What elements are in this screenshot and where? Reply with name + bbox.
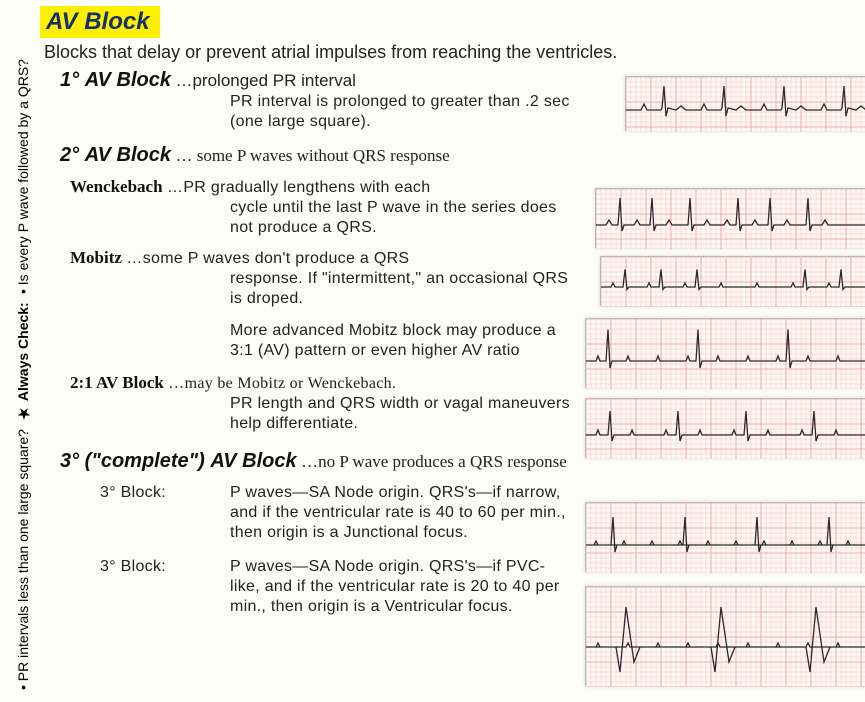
second-degree-sub: … some P waves without QRS response — [175, 146, 449, 165]
third-degree-sub: …no P wave produces a QRS response — [301, 452, 567, 471]
ecg-strip-third1 — [585, 502, 865, 572]
sidebar-heading: ★ Always Check: — [15, 302, 31, 421]
intro-text: Blocks that delay or prevent atrial impu… — [44, 42, 857, 63]
first-degree-desc: PR interval is prolonged to greater than… — [230, 92, 590, 132]
two-one-label: 2:1 AV Block — [70, 373, 164, 392]
ecg-strip-third2 — [585, 586, 865, 686]
third-row1-desc: P waves—SA Node origin. QRS's—if narrow,… — [230, 483, 570, 543]
mobitz-label: Mobitz — [70, 248, 122, 267]
mobitz-desc1a: …some P waves don't produce a QRS — [126, 250, 409, 267]
two-one-desc-a: …may be Mobitz or Wenckebach. — [168, 375, 396, 392]
ecg-strip-mobitz1 — [600, 256, 865, 306]
sidebar-line1: • PR intervals less than one large squar… — [15, 429, 31, 690]
two-one-desc-b: PR length and QRS width or vagal maneuve… — [230, 394, 590, 434]
ecg-strip-first — [625, 76, 865, 131]
mobitz-desc1b: response. If "intermittent," an occasion… — [230, 269, 570, 309]
wenckebach-desc: …PR gradually lengthens with each — [167, 179, 430, 196]
wenckebach-label: Wenckebach — [70, 177, 163, 196]
ecg-strip-two_one — [585, 398, 865, 458]
first-degree-sub: …prolonged PR interval — [175, 71, 355, 90]
page-title: AV Block — [40, 6, 160, 38]
second-degree-header: 2° AV Block — [60, 144, 171, 166]
wenckebach-desc2: cycle until the last P wave in the serie… — [230, 198, 570, 238]
ecg-strip-wenck — [595, 188, 865, 248]
mobitz-desc2: More advanced Mobitz block may produce a… — [230, 321, 570, 361]
ecg-strip-mobitz2 — [585, 318, 865, 388]
sidebar-always-check: • PR intervals less than one large squar… — [8, 50, 38, 690]
third-degree-header: 3° ("complete") AV Block — [60, 450, 297, 472]
third-row2-desc: P waves—SA Node origin. QRS's—if PVC-lik… — [230, 557, 570, 617]
third-row1-label: 3° Block: — [60, 483, 230, 543]
third-row2-label: 3° Block: — [60, 557, 230, 617]
first-degree-header: 1° AV Block — [60, 69, 171, 91]
sidebar-line2: • Is every P wave followed by a QRS? — [15, 59, 31, 294]
